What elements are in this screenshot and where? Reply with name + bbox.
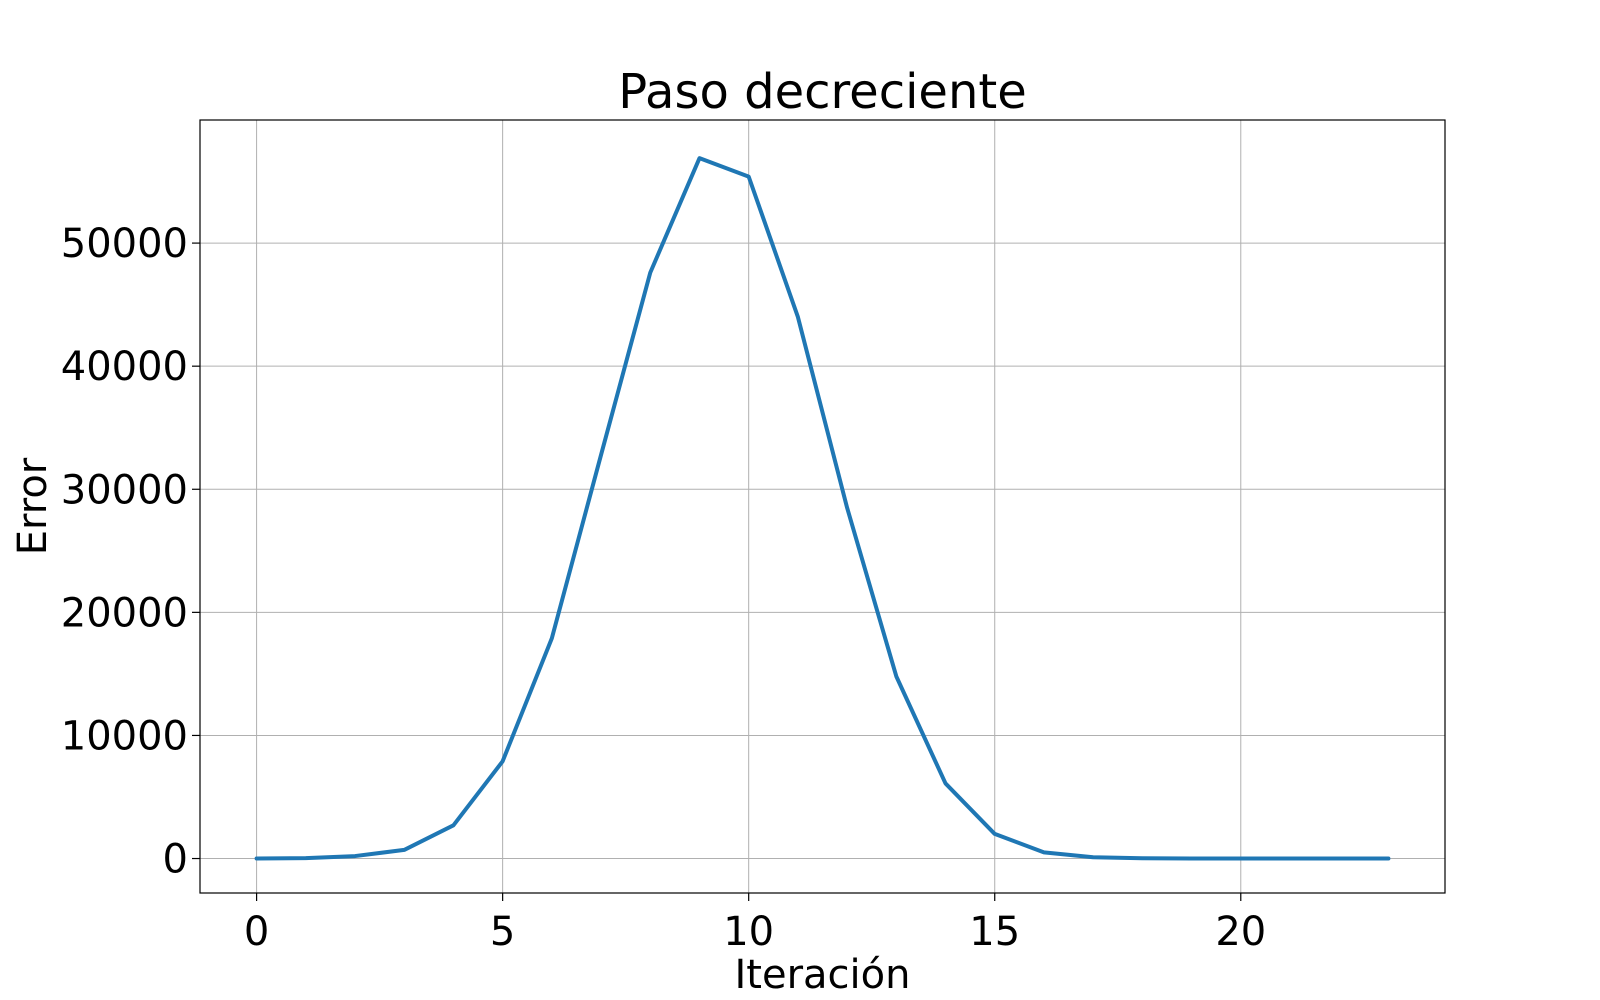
grid-lines: [200, 120, 1445, 893]
series-line: [254, 156, 1391, 861]
y-tick-label: 0: [163, 837, 188, 883]
axis-ticks: 0 5 10 15 20 0 10000 20000 30000 40000 50000: [61, 221, 1266, 955]
y-tick-label: 40000: [61, 344, 188, 390]
chart-title: Paso decreciente: [618, 64, 1026, 120]
x-tick-label: 0: [244, 909, 269, 955]
series-layer: [254, 156, 1391, 861]
x-tick-label: 5: [490, 909, 515, 955]
x-tick-label: 15: [969, 909, 1020, 955]
y-axis-label: Error: [10, 457, 56, 555]
y-tick-label: 10000: [61, 713, 188, 759]
x-axis-label: Iteración: [735, 952, 911, 998]
y-tick-label: 50000: [61, 221, 188, 267]
x-tick-label: 20: [1215, 909, 1266, 955]
x-tick-label: 10: [723, 909, 774, 955]
plot-frame: [199, 119, 1446, 894]
y-tick-label: 30000: [61, 467, 188, 513]
y-tick-label: 20000: [61, 590, 188, 636]
